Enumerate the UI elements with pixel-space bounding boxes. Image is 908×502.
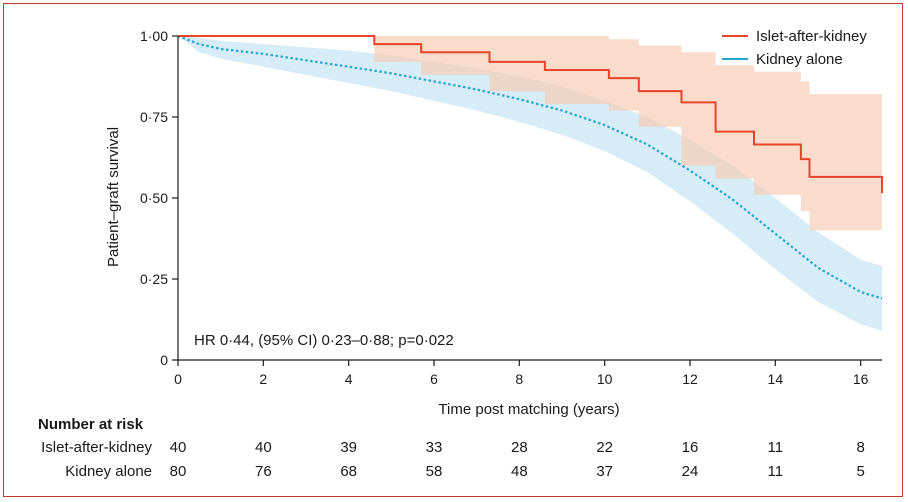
y-tick-label: 0·50 bbox=[140, 190, 168, 206]
x-tick-label: 8 bbox=[515, 371, 523, 387]
x-axis-label: Time post matching (years) bbox=[438, 401, 619, 418]
y-tick-label: 1·00 bbox=[140, 28, 168, 44]
risk-value: 8 bbox=[856, 439, 864, 456]
risk-value: 22 bbox=[596, 439, 613, 456]
x-tick-label: 12 bbox=[682, 371, 698, 387]
x-tick-label: 14 bbox=[768, 371, 784, 387]
number-at-risk-table: Number at risk Islet-after-kidney Kidney… bbox=[38, 416, 865, 480]
confidence-bands bbox=[178, 36, 882, 331]
series-line-islet-after-kidney bbox=[178, 35, 883, 194]
y-tick-label: 0·25 bbox=[140, 271, 168, 287]
risk-value: 37 bbox=[596, 463, 613, 480]
risk-value: 48 bbox=[511, 463, 528, 480]
risk-row-label-kidney: Kidney alone bbox=[65, 463, 152, 480]
risk-value: 16 bbox=[682, 439, 699, 456]
y-tick-label: 0·75 bbox=[140, 109, 168, 125]
x-tick-label: 10 bbox=[597, 371, 613, 387]
legend-label-kidney: Kidney alone bbox=[756, 51, 843, 68]
risk-value: 68 bbox=[340, 463, 357, 480]
risk-value: 40 bbox=[170, 439, 187, 456]
survival-curves bbox=[177, 34, 883, 300]
ci-band-islet-after-kidney bbox=[178, 36, 882, 249]
risk-value: 40 bbox=[255, 439, 272, 456]
risk-value: 5 bbox=[856, 463, 864, 480]
x-tick-label: 4 bbox=[345, 371, 353, 387]
x-tick-label: 16 bbox=[853, 371, 869, 387]
risk-row-label-islet: Islet-after-kidney bbox=[41, 439, 152, 456]
ci-band-kidney-alone bbox=[178, 36, 882, 331]
risk-table-title: Number at risk bbox=[38, 416, 144, 433]
risk-value: 80 bbox=[170, 463, 187, 480]
risk-value: 33 bbox=[426, 439, 443, 456]
x-tick-label: 6 bbox=[430, 371, 438, 387]
legend: Islet-after-kidney Kidney alone bbox=[722, 28, 867, 68]
risk-value: 11 bbox=[768, 439, 784, 456]
x-tick-label: 2 bbox=[259, 371, 267, 387]
risk-value: 24 bbox=[682, 463, 699, 480]
risk-value: 11 bbox=[768, 463, 784, 480]
hazard-ratio-annotation: HR 0·44, (95% CI) 0·23–0·88; p=0·022 bbox=[194, 332, 454, 349]
risk-value: 39 bbox=[340, 439, 357, 456]
legend-label-islet: Islet-after-kidney bbox=[756, 28, 867, 45]
risk-value: 28 bbox=[511, 439, 528, 456]
y-axis-label: Patient–graft survival bbox=[105, 127, 122, 267]
y-tick-label: 0 bbox=[160, 352, 168, 368]
x-tick-label: 0 bbox=[174, 371, 182, 387]
risk-value: 76 bbox=[255, 463, 272, 480]
axes: 0 0·25 0·50 0·75 1·00 0 2 4 6 8 10 12 14 16 bbox=[140, 28, 882, 387]
risk-value: 58 bbox=[426, 463, 443, 480]
